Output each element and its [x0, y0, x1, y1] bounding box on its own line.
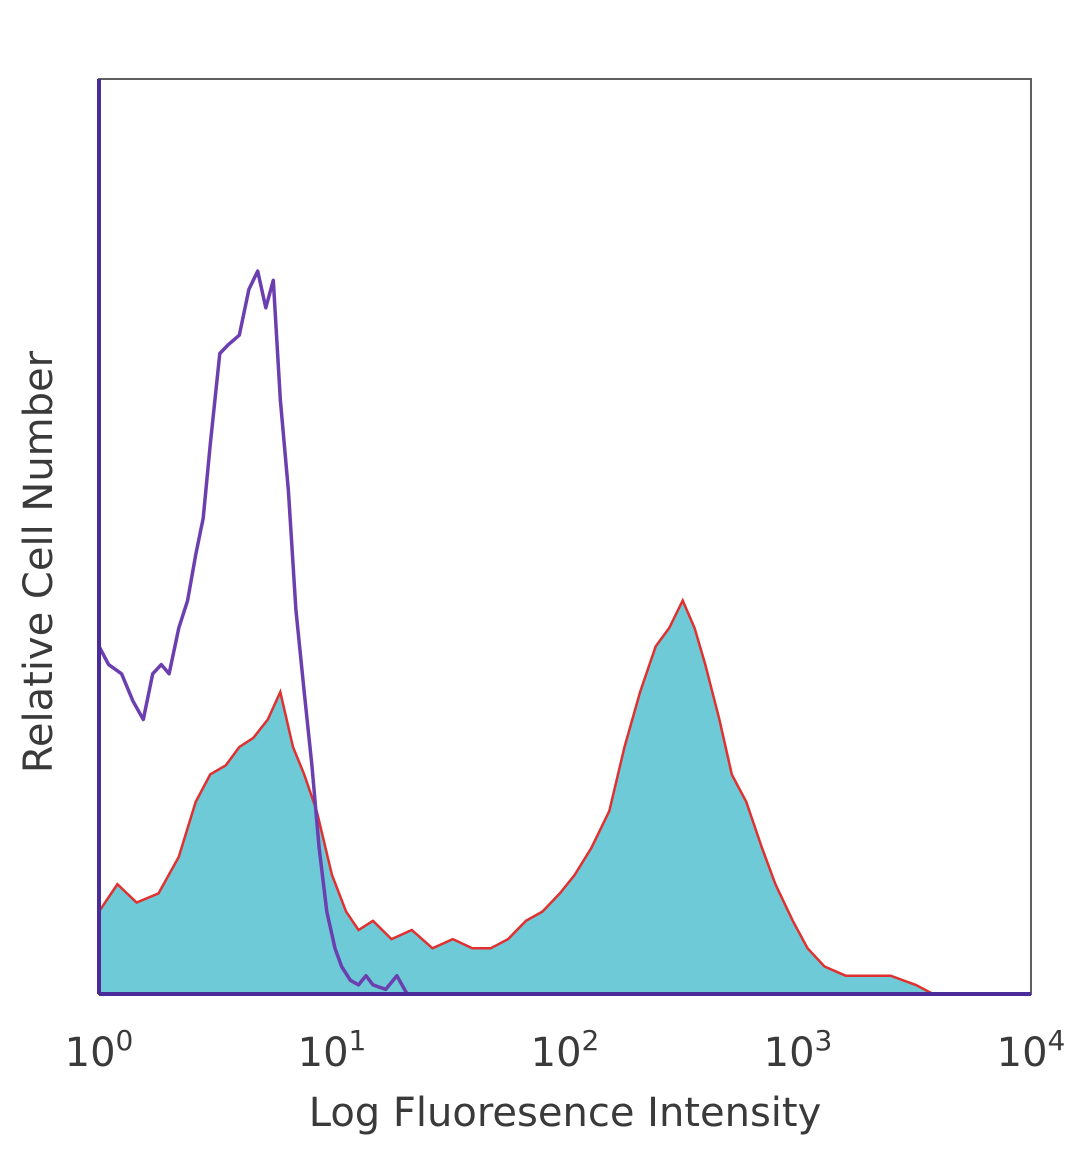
- series-1-line: [97, 269, 425, 996]
- x-tick-label-2: 102: [531, 1024, 600, 1076]
- x-tick-label-1: 101: [298, 1024, 367, 1076]
- x-tick-label-0: 100: [65, 1024, 134, 1076]
- x-tick-labels: 100 101 102 103 104: [65, 1024, 1066, 1076]
- x-tick-label-4: 104: [997, 1024, 1066, 1076]
- x-tick-label-3: 103: [764, 1024, 833, 1076]
- y-axis-title: Relative Cell Number: [16, 350, 62, 773]
- x-axis-title: Log Fluoresence Intensity: [309, 1090, 822, 1136]
- series-layer: [97, 269, 951, 996]
- series-0-outline: [97, 597, 951, 996]
- series-0-fill: [99, 600, 951, 994]
- plot-area: [97, 78, 1032, 996]
